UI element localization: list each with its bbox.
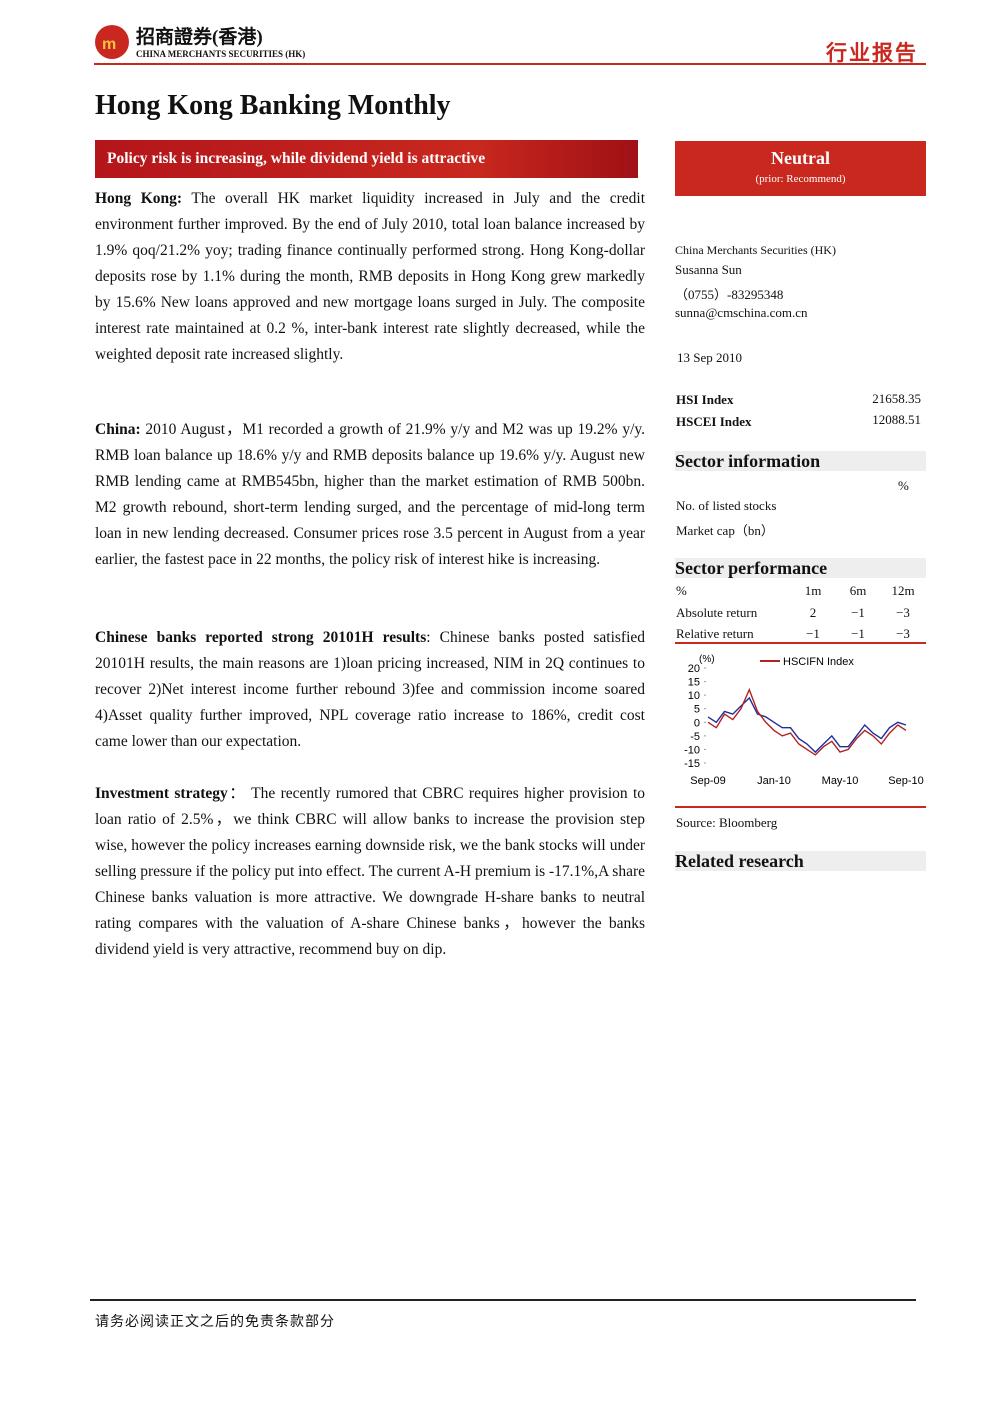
footer-rule xyxy=(90,1299,916,1301)
lead: China: xyxy=(95,421,141,438)
table-header: 12m xyxy=(891,583,915,598)
row-label: Market cap（bn） xyxy=(676,523,774,538)
x-tick-label: Jan-10 xyxy=(757,775,791,787)
cell: −1 xyxy=(851,605,865,620)
index-name: HSCEI Index xyxy=(676,414,752,429)
logo-en: CHINA MERCHANTS SECURITIES (HK) xyxy=(136,49,306,59)
index-name: HSI Index xyxy=(676,392,734,407)
line-series xyxy=(707,696,907,754)
x-tick-label: Sep-09 xyxy=(690,775,725,787)
header-rule xyxy=(94,63,926,65)
text: : Chinese banks posted satisfied 20101H … xyxy=(95,629,646,750)
x-tick-label: Sep-10 xyxy=(888,775,923,787)
text: The overall HK market liquidity increase… xyxy=(95,190,645,363)
section-title: Sector information xyxy=(675,451,926,471)
y-tick-label: 10 xyxy=(688,690,700,702)
footer: 请务必阅读正文之后的免责条款部分 xyxy=(95,1315,335,1330)
cell: −1 xyxy=(806,626,820,641)
firm: China Merchants Securities (HK) xyxy=(675,243,836,257)
paragraph: China: 2010 August，M1 recorded a growth … xyxy=(95,417,645,573)
analyst: Susanna Sun xyxy=(675,262,742,277)
y-tick-label: -10 xyxy=(684,744,700,756)
rule xyxy=(675,642,926,644)
logo-cn: 招商證券(香港) xyxy=(136,27,263,48)
paragraph: Chinese banks reported strong 20101H res… xyxy=(95,625,645,755)
cell: 2 xyxy=(809,605,817,620)
y-tick-label: -5 xyxy=(690,731,700,743)
text: 2010 August，M1 recorded a growth of 21.9… xyxy=(95,421,645,568)
lead: Investment strategy xyxy=(95,785,228,802)
row-label: Relative return xyxy=(676,626,754,641)
row-label: Absolute return xyxy=(676,605,758,620)
y-axis-label: (%) xyxy=(699,654,715,665)
cell: −3 xyxy=(896,605,910,620)
row-label: No. of listed stocks xyxy=(676,498,777,513)
phone: （0755）-83295348 xyxy=(675,287,784,302)
text: ： The recently rumored that CBRC require… xyxy=(95,785,646,958)
rating-box: Neutral (prior: Recommend) xyxy=(675,141,926,196)
cell: −1 xyxy=(851,626,865,641)
table-header: 1m xyxy=(804,583,822,598)
y-tick-label: 15 xyxy=(688,677,700,689)
y-tick-label: 20 xyxy=(688,663,700,675)
table-header: % xyxy=(676,583,687,598)
paragraph: Investment strategy： The recently rumore… xyxy=(95,781,645,963)
paragraph: Hong Kong: The overall HK market liquidi… xyxy=(95,186,645,368)
title: Hong Kong Banking Monthly xyxy=(95,90,451,121)
lead: Hong Kong: xyxy=(95,190,183,207)
cell: −3 xyxy=(896,626,910,641)
table-header: 6m xyxy=(849,583,867,598)
prior-rating: (prior: Recommend) xyxy=(755,173,846,185)
lead: Chinese banks reported strong 20101H res… xyxy=(95,629,427,646)
x-tick-label: May-10 xyxy=(822,775,859,787)
banner: Policy risk is increasing, while dividen… xyxy=(95,140,638,178)
email: sunna@cmschina.com.cn xyxy=(675,305,808,320)
rule xyxy=(675,806,926,808)
report-type: 行业报告 xyxy=(826,41,918,65)
line-series xyxy=(707,687,907,756)
index-value: 21658.35 xyxy=(872,391,921,406)
index-value: 12088.51 xyxy=(872,412,921,427)
source: Source: Bloomberg xyxy=(676,815,778,830)
legend-label: HSCIFN Index xyxy=(783,656,854,668)
section-title: Sector performance xyxy=(675,558,926,578)
date: 13 Sep 2010 xyxy=(677,350,742,365)
y-tick-label: 5 xyxy=(694,704,700,716)
rating: Neutral xyxy=(771,148,830,168)
svg-text:m: m xyxy=(102,36,116,53)
logo-icon: m xyxy=(95,25,129,59)
y-tick-label: -15 xyxy=(684,758,700,770)
unit: % xyxy=(898,478,909,493)
y-tick-label: 0 xyxy=(694,717,700,729)
section-title: Related research xyxy=(675,851,926,871)
